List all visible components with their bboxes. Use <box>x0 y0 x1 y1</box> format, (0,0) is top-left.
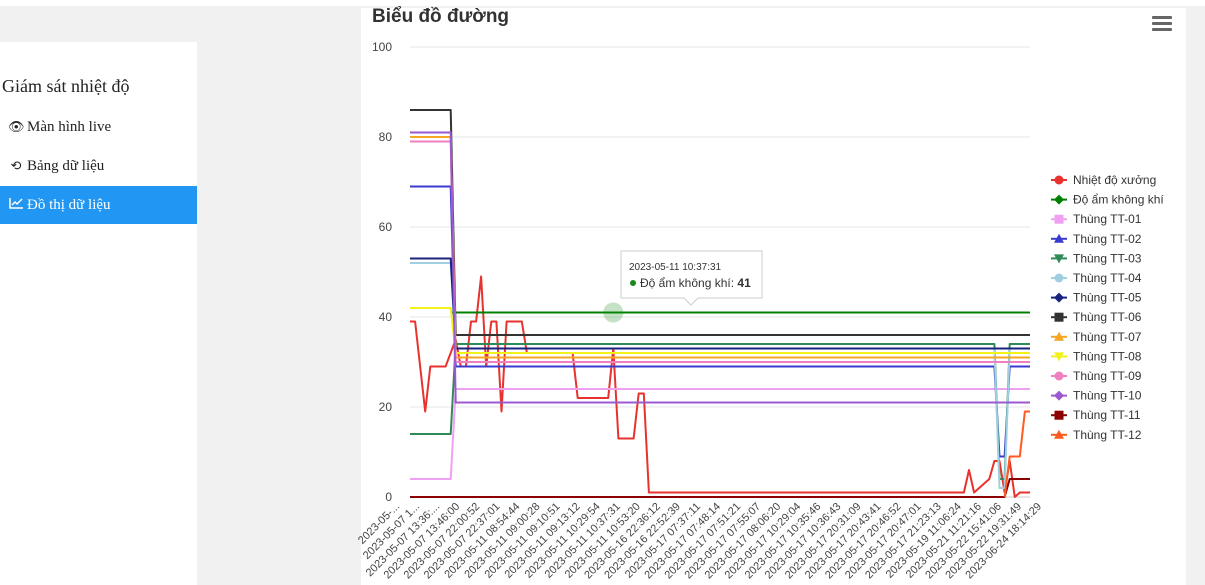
legend-marker <box>1054 214 1064 224</box>
hamburger-menu-icon[interactable] <box>1152 16 1172 34</box>
legend-label: Thùng TT-08 <box>1073 349 1142 363</box>
legend-label: Thùng TT-06 <box>1073 310 1142 324</box>
legend-marker <box>1054 331 1064 341</box>
y-tick-label: 40 <box>379 310 393 324</box>
tooltip-box <box>620 250 763 306</box>
legend-label: Thùng TT-01 <box>1073 212 1142 226</box>
y-tick-label: 80 <box>379 130 393 144</box>
legend-label: Nhiệt độ xưởng <box>1073 173 1156 187</box>
series-line <box>410 109 1030 336</box>
series-line <box>410 343 1030 480</box>
hover-marker <box>603 302 624 323</box>
legend-item[interactable]: Thùng TT-04 <box>1051 271 1142 285</box>
legend-item[interactable]: Thùng TT-01 <box>1051 212 1142 226</box>
y-tick-label: 100 <box>372 40 392 54</box>
line-chart-icon <box>8 186 24 224</box>
legend-marker <box>1054 312 1064 322</box>
history-icon: ⟲ <box>10 158 22 173</box>
series-line <box>410 388 1030 480</box>
legend-label: Độ ẩm không khí <box>1073 193 1164 207</box>
legend-item[interactable]: Nhiệt độ xưởng <box>1051 173 1156 187</box>
legend-label: Thùng TT-09 <box>1073 369 1142 383</box>
legend-item[interactable]: Thùng TT-03 <box>1051 251 1142 265</box>
legend-item[interactable]: Thùng TT-08 <box>1051 349 1142 363</box>
legend-item[interactable]: Độ ẩm không khí <box>1051 193 1164 207</box>
series-line <box>1003 410 1030 498</box>
chart-title: Biểu đồ đường <box>372 6 510 27</box>
sidebar-item-label: Bảng dữ liệu <box>27 158 105 174</box>
chart-panel <box>361 8 1186 585</box>
series-line <box>410 478 1030 498</box>
top-bar <box>0 0 1205 6</box>
legend-label: Thùng TT-02 <box>1073 232 1142 246</box>
legend-item[interactable]: Thùng TT-10 <box>1051 389 1142 403</box>
legend-label: Thùng TT-07 <box>1073 330 1142 344</box>
legend-item[interactable]: Thùng TT-02 <box>1051 232 1142 246</box>
sidebar <box>0 42 197 585</box>
legend-item[interactable]: Thùng TT-06 <box>1051 310 1142 324</box>
sidebar-item-data-chart[interactable]: Đồ thị dữ liệu <box>0 186 197 224</box>
tooltip: 2023-05-11 10:37:31 Độ ẩm không khí: 41 <box>620 250 763 306</box>
legend-label: Thùng TT-03 <box>1073 251 1142 265</box>
legend-marker <box>1054 233 1064 243</box>
sidebar-item-label: Đồ thị dữ liệu <box>27 197 111 213</box>
legend-item[interactable]: Thùng TT-05 <box>1051 291 1142 305</box>
legend-marker <box>1054 410 1064 420</box>
legend-marker <box>1054 390 1064 401</box>
eye-icon: 👁 <box>8 119 25 134</box>
y-tick-label: 20 <box>379 400 393 414</box>
y-tick-label: 0 <box>385 490 392 504</box>
tooltip-series-dot <box>630 280 636 286</box>
legend-marker <box>1054 273 1064 283</box>
legend-label: Thùng TT-12 <box>1073 428 1142 442</box>
legend-label: Thùng TT-04 <box>1073 271 1142 285</box>
legend-item[interactable]: Thùng TT-07 <box>1051 330 1142 344</box>
legend-marker <box>1054 194 1064 205</box>
sidebar-item-live[interactable]: 👁 Màn hình live <box>0 108 197 146</box>
tooltip-time: 2023-05-11 10:37:31 <box>629 262 722 273</box>
legend-item[interactable]: Thùng TT-12 <box>1051 428 1142 442</box>
sidebar-item-label: Màn hình live <box>27 119 112 135</box>
legend-marker <box>1054 371 1064 381</box>
legend-marker <box>1054 254 1064 264</box>
legend-marker <box>1054 352 1064 362</box>
tooltip-series-text: Độ ẩm không khí: 41 <box>640 276 751 290</box>
legend-item[interactable]: Thùng TT-11 <box>1051 408 1141 422</box>
legend-label: Thùng TT-05 <box>1073 291 1142 305</box>
legend-label: Thùng TT-10 <box>1073 389 1142 403</box>
series-line <box>410 275 1030 498</box>
legend-marker <box>1054 292 1064 303</box>
series-line <box>410 131 1030 404</box>
y-tick-label: 60 <box>379 220 393 234</box>
legend-label: Thùng TT-11 <box>1073 408 1141 422</box>
legend-marker <box>1054 175 1064 185</box>
series-line <box>410 307 1030 354</box>
sidebar-item-data-table[interactable]: ⟲ Bảng dữ liệu <box>0 147 197 185</box>
legend-marker <box>1054 429 1064 439</box>
series-line <box>410 136 1030 359</box>
sidebar-title: Giám sát nhiệt độ <box>2 76 130 96</box>
legend-item[interactable]: Thùng TT-09 <box>1051 369 1142 383</box>
